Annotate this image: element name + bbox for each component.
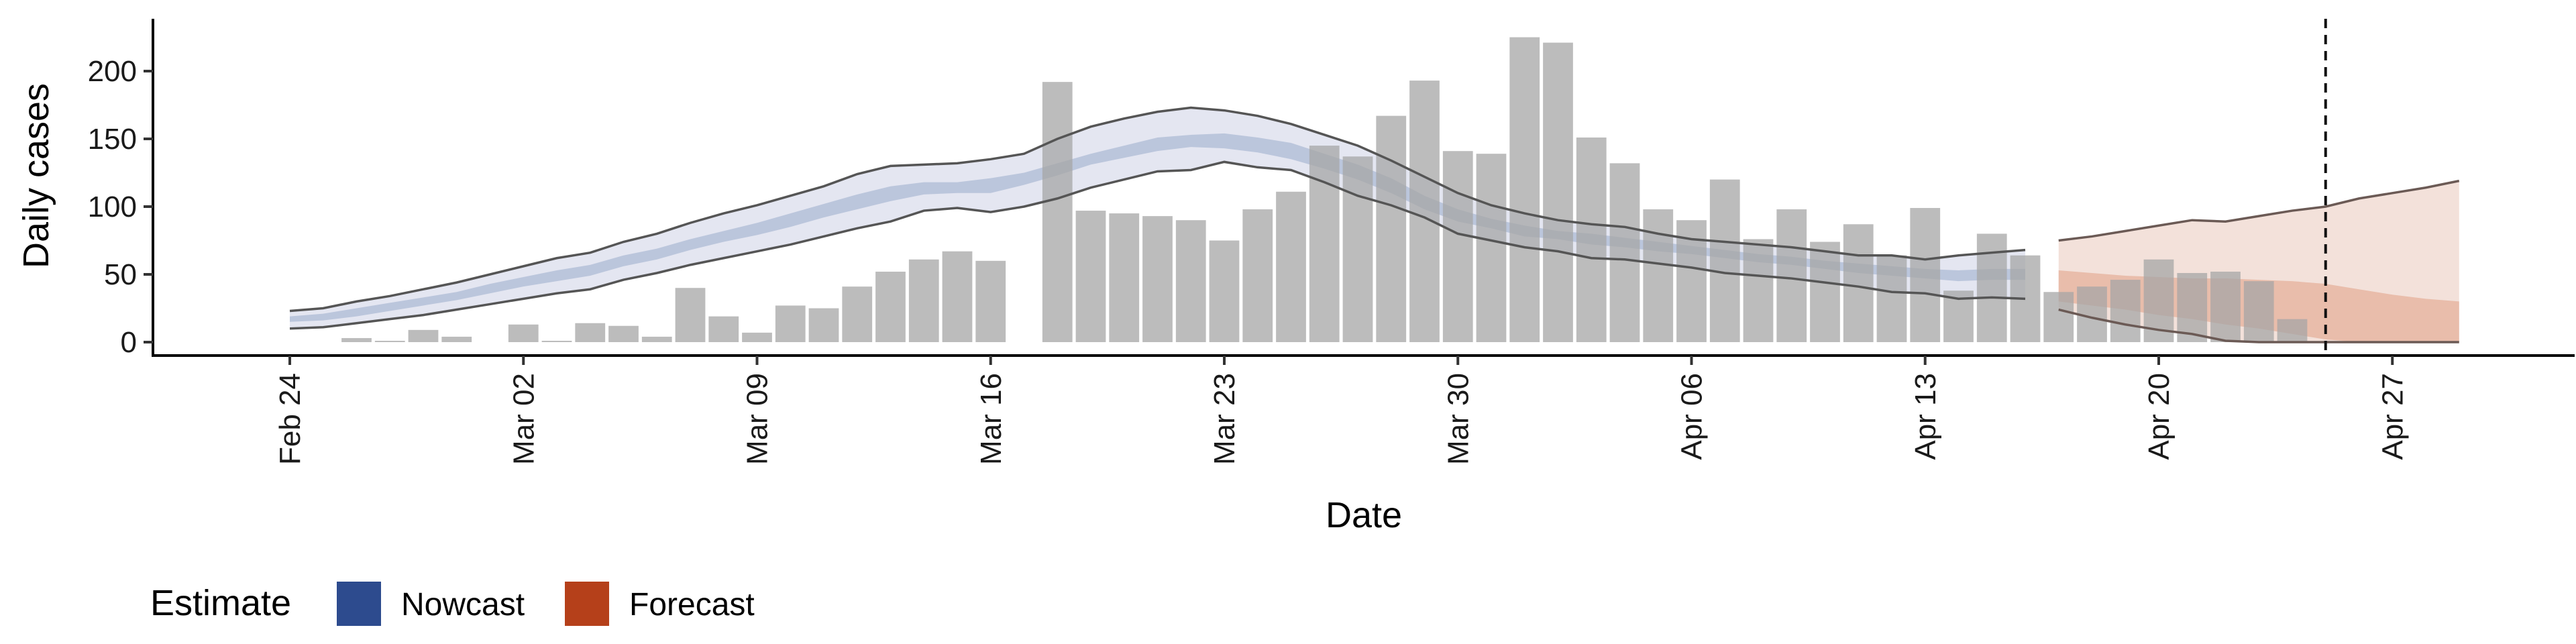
legend-title: Estimate: [150, 583, 291, 623]
case-bar: [1609, 163, 1640, 343]
case-bar: [2043, 292, 2074, 342]
x-tick-label: Mar 09: [741, 373, 774, 465]
case-bar: [1242, 209, 1273, 342]
case-bar: [408, 329, 439, 342]
x-axis-title: Date: [1326, 495, 1402, 535]
x-tick-label: Apr 06: [1676, 373, 1709, 460]
case-bar: [1509, 37, 1540, 342]
case-bar: [608, 325, 639, 342]
case-bar: [842, 286, 873, 342]
case-bar: [1109, 213, 1140, 342]
case-bar: [575, 323, 606, 342]
x-tick-label: Apr 27: [2376, 373, 2409, 460]
case-bar: [708, 316, 739, 342]
legend-swatch-nowcast: [337, 582, 381, 626]
case-bar: [2243, 281, 2274, 342]
y-tick-label: 50: [104, 258, 137, 291]
case-bar: [808, 308, 839, 342]
case-bar: [1042, 82, 1073, 342]
case-bar: [2210, 271, 2241, 342]
legend-label-forecast: Forecast: [629, 587, 755, 623]
x-tick-label: Apr 13: [1909, 373, 1942, 460]
case-bar: [1976, 233, 2007, 342]
case-bar: [1376, 115, 1407, 342]
case-bar: [742, 332, 772, 342]
x-tick-label: Mar 16: [975, 373, 1008, 465]
x-tick-label: Mar 23: [1208, 373, 1241, 465]
nowcast-band-90: [290, 107, 2025, 329]
case-bar: [508, 324, 539, 342]
case-bar: [675, 288, 706, 342]
case-bar: [908, 259, 939, 342]
case-bar: [975, 260, 1006, 342]
case-bar: [1743, 239, 1774, 342]
case-bar: [2177, 272, 2208, 342]
forecast-lower-line: [2058, 308, 2459, 343]
case-bar: [1776, 209, 1807, 342]
legend-swatch-forecast: [565, 582, 609, 626]
case-bar: [1876, 255, 1907, 342]
y-tick-label: 200: [88, 55, 137, 88]
case-bar: [1342, 156, 1373, 342]
case-bars: [341, 37, 2308, 343]
band-edge-lines: [289, 106, 2460, 343]
case-bar: [875, 271, 906, 342]
case-bar: [942, 251, 973, 342]
x-tick-label: Feb 24: [274, 373, 307, 465]
y-tick-label: 150: [88, 123, 137, 156]
case-bar: [341, 337, 372, 342]
axes: 0 50 100 150 200 Feb 24 Mar 02 Mar 09 Mar 16 Mar …: [88, 19, 2575, 465]
case-bar: [641, 336, 672, 342]
case-bar: [1075, 211, 1106, 342]
case-bar: [1810, 241, 1840, 342]
case-bar: [1409, 80, 1440, 342]
y-axis-title: Daily cases: [16, 83, 56, 268]
forecast-upper-line: [2058, 179, 2460, 242]
nowcast-upper-line: [289, 106, 2026, 313]
case-bar: [1142, 216, 1173, 342]
case-bar: [1910, 208, 1941, 342]
x-tick-label: Mar 30: [1442, 373, 1474, 465]
case-bar: [1709, 179, 1740, 342]
y-tick-label: 0: [121, 326, 137, 359]
case-bar: [374, 340, 405, 342]
case-bar: [1476, 154, 1507, 342]
legend: Estimate Nowcast Forecast: [150, 582, 755, 626]
case-bar: [1276, 191, 1306, 342]
x-tick-label: Apr 20: [2143, 373, 2176, 460]
nowcast-lower-line: [289, 160, 2026, 330]
case-bar: [1576, 137, 1607, 343]
x-tick-label: Mar 02: [507, 373, 540, 465]
case-bar: [2110, 280, 2141, 342]
y-tick-label: 100: [88, 191, 137, 223]
case-bar: [1442, 151, 1473, 342]
case-bar: [441, 336, 472, 342]
case-bar: [1543, 42, 1573, 343]
case-bar: [775, 305, 806, 342]
case-bar: [1309, 146, 1340, 342]
legend-label-nowcast: Nowcast: [401, 587, 525, 623]
case-bar: [1175, 220, 1206, 342]
case-bar: [1843, 224, 1874, 342]
case-bar: [1643, 209, 1674, 342]
case-bar: [541, 340, 572, 342]
case-bar: [2277, 319, 2308, 342]
case-bar: [1209, 240, 1240, 342]
